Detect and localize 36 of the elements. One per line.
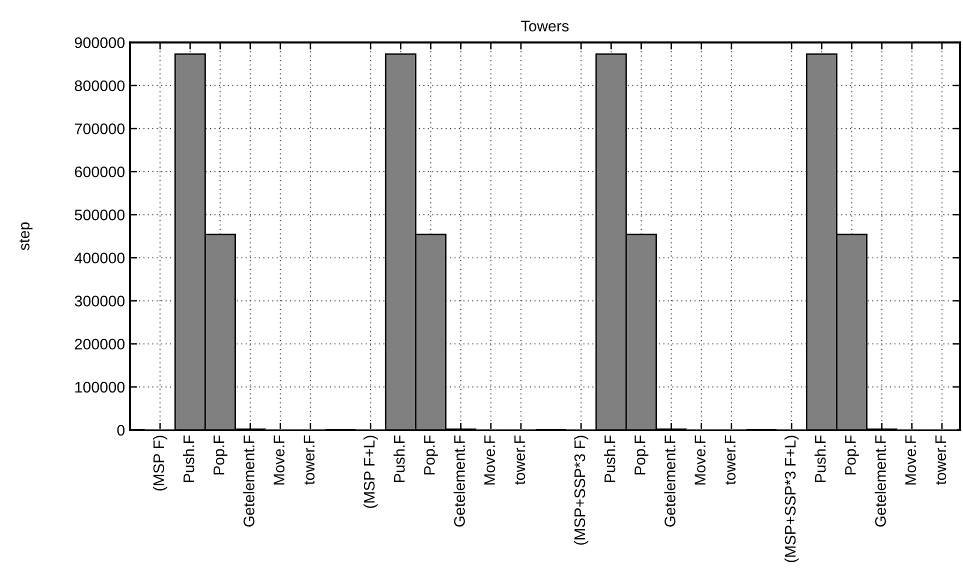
y-tick-label: 700000 (74, 123, 125, 134)
x-tick-label: tower.F (514, 435, 526, 485)
y-tick-label: 600000 (74, 166, 125, 178)
x-tick-label: Getelement.F (243, 435, 254, 527)
x-tick-label: Push.F (604, 435, 616, 482)
x-tick-label: Pop.F (845, 435, 859, 474)
x-tick-label: (MSP F+L) (363, 436, 378, 508)
x-tick-label: Pop.F (424, 435, 438, 474)
x-tick-label: Push.F (183, 435, 194, 482)
y-tick-label: 200000 (74, 338, 125, 350)
x-tick-label: Move.F (905, 435, 916, 485)
y-tick-label: 900000 (74, 37, 125, 48)
x-tick-label: (MSP+SSP*3 F) (574, 436, 588, 545)
x-tick-label: tower.F (304, 435, 315, 485)
y-tick-label: 800000 (74, 80, 125, 92)
x-tick-label: Getelement.F (454, 435, 465, 527)
x-tick-label: Pop.F (214, 435, 228, 474)
x-tick-label: Pop.F (634, 435, 648, 474)
x-tick-label: tower.F (724, 435, 736, 485)
x-tick-label: (MSP+SSP*3 F+L) (784, 436, 799, 562)
x-tick-label: Move.F (484, 435, 495, 485)
y-axis-title: step (19, 222, 32, 250)
x-tick-label: Push.F (814, 435, 826, 482)
x-tick-label: Getelement.F (874, 435, 886, 527)
y-tick-label: 300000 (74, 296, 125, 306)
y-tick-label: 500000 (74, 210, 125, 220)
x-tick-label: Getelement.F (664, 435, 676, 527)
y-tick-label: 0 (117, 424, 125, 436)
y-tick-label: 400000 (74, 252, 125, 264)
x-tick-label: (MSP F) (152, 436, 168, 491)
x-tick-label: Move.F (694, 435, 706, 485)
x-tick-label: Push.F (394, 435, 405, 482)
x-tick-label: Move.F (274, 435, 284, 485)
x-tick-label: tower.F (935, 435, 946, 485)
y-tick-label: 100000 (75, 382, 125, 393)
chart-title: Towers (521, 20, 569, 32)
